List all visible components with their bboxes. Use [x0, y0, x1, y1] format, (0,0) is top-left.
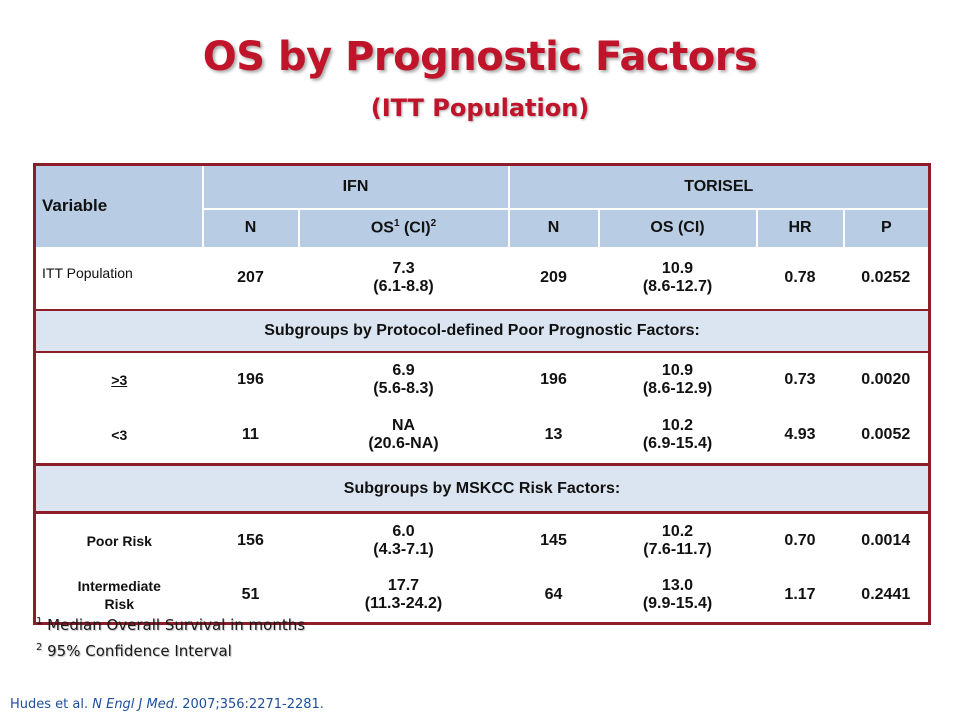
- cell-ifn-n: 11: [242, 425, 259, 443]
- cell-torisel-n: 64: [544, 585, 563, 603]
- cell-torisel-os: 10.9 (8.6-12.9): [642, 361, 713, 397]
- cell-ifn-os: 17.7 (11.3-24.2): [364, 576, 443, 612]
- table-row: Intermediate Risk 51 17.7 (11.3-24.2) 64 1…: [35, 568, 930, 624]
- band-label: Subgroups by MSKCC Risk Factors:: [34, 463, 930, 514]
- citation: Hudes et al. N Engl J Med. 2007;356:2271…: [10, 697, 324, 712]
- cell-torisel-os: 13.0 (9.9-15.4): [642, 576, 713, 612]
- cell-ifn-os: 7.3 (6.1-8.8): [373, 259, 434, 295]
- row-label: Poor Risk: [86, 532, 152, 549]
- header-ifn-os: OS1 (CI)2: [297, 207, 509, 247]
- cell-p: 0.0020: [861, 370, 911, 388]
- cell-ifn-n: 207: [237, 268, 264, 286]
- header-ifn-n: N: [201, 207, 299, 247]
- cell-p: 0.0252: [861, 268, 911, 286]
- slide-subtitle: (ITT Population): [370, 94, 590, 122]
- cell-ifn-n: 196: [237, 370, 264, 388]
- cell-torisel-os: 10.2 (6.9-15.4): [642, 416, 713, 452]
- cell-ifn-n: 156: [237, 531, 264, 549]
- header-ifn: IFN: [201, 164, 509, 209]
- footnote-1: 1 Median Overall Survival in months: [36, 616, 306, 634]
- subgroup-band-protocol: Subgroups by Protocol-defined Poor Progn…: [34, 308, 930, 353]
- cell-ifn-os: NA (20.6-NA): [368, 416, 439, 452]
- cell-p: 0.2441: [861, 585, 911, 603]
- row-label: >3: [111, 371, 128, 388]
- header-variable: Variable: [34, 164, 203, 247]
- header-p: P: [842, 207, 930, 247]
- cell-p: 0.0052: [861, 425, 911, 443]
- cell-ifn-n: 51: [241, 585, 260, 603]
- band-label: Subgroups by Protocol-defined Poor Progn…: [34, 308, 930, 353]
- table-row: Poor Risk 156 6.0 (4.3-7.1) 145 10.2 (7.6-…: [35, 513, 930, 568]
- footnote-2: 2 95% Confidence Interval: [36, 642, 232, 660]
- cell-torisel-os: 10.2 (7.6-11.7): [643, 522, 712, 558]
- table-row: >3 196 6.9 (5.6-8.3) 196 10.9 (8.6-12.9) 0…: [35, 352, 930, 407]
- header-torisel: TORISEL: [507, 164, 930, 209]
- cell-torisel-os: 10.9 (8.6-12.7): [642, 259, 713, 295]
- cell-torisel-n: 196: [540, 370, 567, 388]
- cell-ifn-os: 6.0 (4.3-7.1): [373, 522, 434, 558]
- header-torisel-n: N: [507, 207, 599, 247]
- cell-torisel-n: 209: [540, 268, 567, 286]
- cell-hr: 0.78: [784, 268, 816, 286]
- table-row: ITT Population 207 7.3 (6.1-8.8) 209 10.9…: [35, 247, 930, 310]
- prognostic-factors-table: Variable IFN TORISEL N OS1 (CI)2 N OS (C…: [33, 163, 932, 625]
- cell-hr: 0.70: [784, 531, 816, 549]
- row-label: Intermediate Risk: [77, 577, 161, 612]
- cell-hr: 4.93: [784, 425, 816, 443]
- row-label: <3: [111, 426, 128, 443]
- header-hr: HR: [755, 207, 844, 247]
- cell-hr: 0.73: [784, 370, 816, 388]
- cell-torisel-n: 145: [540, 531, 567, 549]
- cell-torisel-n: 13: [544, 425, 563, 443]
- cell-hr: 1.17: [784, 585, 816, 603]
- table-row: <3 11 NA (20.6-NA) 13 10.2 (6.9-15.4) 4.93…: [35, 407, 930, 465]
- row-label: ITT Population: [42, 264, 133, 281]
- header-torisel-os: OS (CI): [597, 207, 757, 247]
- cell-p: 0.0014: [861, 531, 911, 549]
- subgroup-band-mskcc: Subgroups by MSKCC Risk Factors:: [34, 463, 930, 514]
- cell-ifn-os: 6.9 (5.6-8.3): [373, 361, 434, 397]
- slide-title: OS by Prognostic Factors: [202, 34, 758, 80]
